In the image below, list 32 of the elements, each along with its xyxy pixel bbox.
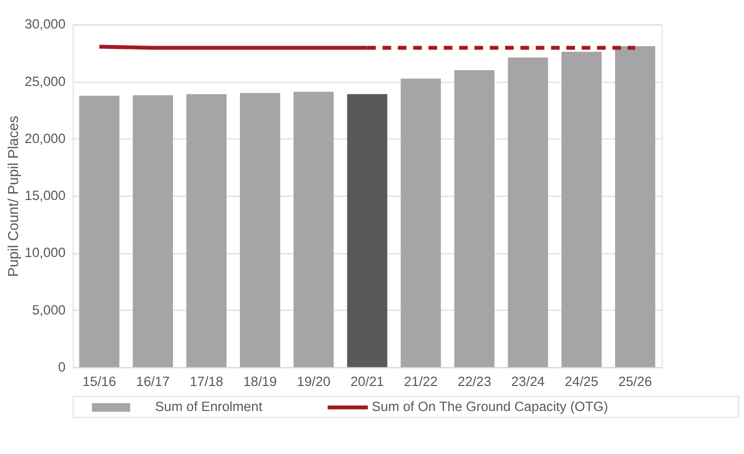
x-tick-label: 25/26 [618,374,652,389]
y-tick-label: 15,000 [24,188,66,204]
bar [347,94,388,368]
bar [186,94,227,368]
bar [294,92,334,368]
legend-label: Sum of Enrolment [155,399,263,414]
bar [240,92,280,368]
x-tick-label: 21/22 [404,374,438,389]
y-tick-label: 10,000 [24,245,66,260]
x-tick-label: 17/18 [190,374,224,389]
x-tick-label: 18/19 [243,374,277,389]
bar [132,95,173,368]
x-tick-label: 15/16 [82,374,116,389]
bar [454,70,494,368]
bar [79,96,120,368]
bar [400,78,441,368]
x-tick-label: 24/25 [564,374,598,389]
y-axis-title: Pupil Count/ Pupil Places [6,116,22,277]
x-tick-label: 22/23 [458,374,492,389]
legend-label: Sum of On The Ground Capacity (OTG) [372,399,608,414]
y-tick-label: 25,000 [24,74,66,89]
y-tick-label: 0 [58,359,66,374]
bar [508,58,548,368]
x-tick-label: 23/24 [511,374,546,389]
y-tick-label: 30,000 [24,16,66,32]
x-tick-label: 20/21 [350,374,384,389]
bar [561,52,602,368]
y-tick-label: 20,000 [24,130,66,146]
x-tick-label: 16/17 [136,374,170,389]
bar [615,46,656,368]
y-tick-label: 5,000 [32,302,66,318]
x-tick-label: 19/20 [296,374,330,389]
